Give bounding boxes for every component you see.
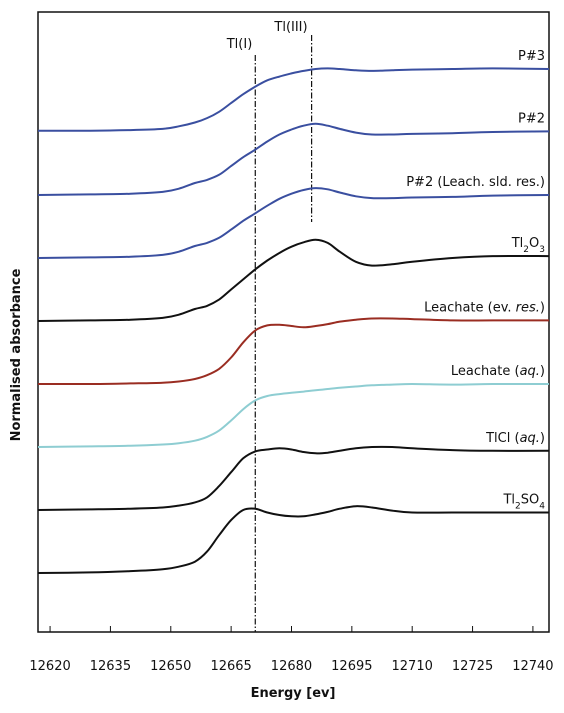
series-label-1: P#2 bbox=[518, 111, 545, 126]
x-tick-label-3: 12665 bbox=[210, 659, 251, 674]
series-label-4: Leachate (ev. res.) bbox=[424, 300, 545, 315]
x-tick-label-1: 12635 bbox=[90, 659, 131, 674]
x-tick-label-0: 12620 bbox=[29, 659, 70, 674]
series-label-6: TlCl (aq.) bbox=[485, 431, 545, 446]
x-axis-ticks: 12620 12635 12650 12665 12680 12695 12710 12725… bbox=[29, 626, 554, 674]
x-tick-label-7: 12725 bbox=[452, 659, 493, 674]
plot-frame bbox=[37, 11, 550, 633]
ref-label-0: Tl(I) bbox=[226, 37, 253, 52]
ref-label-1: Tl(III) bbox=[273, 20, 307, 35]
series-line-7 bbox=[37, 505, 549, 574]
y-axis-title: Normalised absorbance bbox=[9, 268, 24, 441]
x-tick-label-6: 12710 bbox=[392, 659, 433, 674]
x-tick-label-2: 12650 bbox=[150, 659, 191, 674]
series-line-4 bbox=[37, 317, 549, 386]
x-tick-label-4: 12680 bbox=[271, 659, 312, 674]
series-line-1 bbox=[37, 122, 550, 196]
series-label-5: Leachate (aq.) bbox=[451, 364, 545, 379]
series-line-0 bbox=[37, 67, 550, 132]
x-tick-label-5: 12695 bbox=[331, 659, 372, 674]
series-label-0: P#3 bbox=[518, 49, 545, 64]
reference-lines bbox=[254, 35, 313, 632]
series-line-3 bbox=[37, 238, 550, 322]
series-label-2: P#2 (Leach. sld. res.) bbox=[406, 175, 545, 190]
series-label-3: Tl2O3 bbox=[511, 236, 545, 255]
x-axis-title: Energy [ev] bbox=[251, 686, 336, 701]
series-label-7: Tl2SO4 bbox=[502, 493, 545, 512]
series-line-6 bbox=[37, 445, 550, 511]
series-line-5 bbox=[37, 382, 550, 448]
x-tick-label-8: 12740 bbox=[512, 659, 553, 674]
series-labels: Tl(I) Tl(III) P#3 P#2 P#2 (Leach. sld. res.)… bbox=[226, 20, 546, 512]
series-line-2 bbox=[37, 187, 550, 259]
series-group bbox=[37, 67, 550, 574]
